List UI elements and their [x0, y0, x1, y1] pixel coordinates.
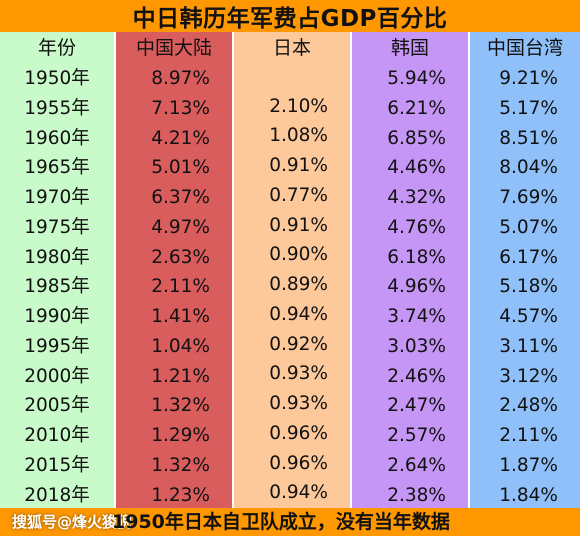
value-cell: 1.04% [151, 335, 210, 357]
value-cell: 5.17% [499, 97, 558, 119]
value-cell: 7.69% [499, 187, 558, 208]
value-cell: 8.97% [151, 68, 210, 89]
year-cell: 1980年 [24, 246, 90, 268]
value-cell: 4.97% [151, 216, 210, 238]
value-cell: 5.07% [499, 216, 558, 238]
year-cell: 1985年 [24, 276, 90, 298]
value-cell: 0.93% [269, 393, 328, 414]
value-cell: 0.96% [269, 452, 328, 474]
value-cell: 9.21% [499, 68, 558, 89]
value-cell: 4.32% [387, 187, 446, 208]
value-cell: 0.90% [269, 244, 328, 266]
value-cell: 6.21% [387, 97, 446, 119]
watermark: 搜狐号@烽火狻猊 [12, 513, 133, 531]
year-cell: 1970年 [24, 187, 90, 208]
year-header: 年份 [37, 37, 76, 59]
value-cell: 0.94% [269, 482, 328, 504]
value-cell: 1.23% [151, 484, 210, 506]
value-cell: 6.17% [499, 246, 558, 268]
value-cell: 0.93% [269, 363, 328, 385]
value-cell: 2.48% [499, 395, 558, 417]
footer-bar: 搜狐号@烽火狻猊 1950年日本自卫队成立，没有当年数据 [0, 508, 580, 536]
value-cell: 8.51% [499, 127, 558, 149]
value-cell: 1.08% [269, 125, 328, 147]
value-cell: 2.10% [269, 95, 328, 117]
year-cell: 1960年 [24, 127, 90, 149]
year-cell: 1995年 [24, 335, 90, 357]
value-cell: 0.89% [269, 274, 328, 295]
value-cell: 3.11% [499, 335, 558, 357]
value-cell: 1.32% [151, 454, 210, 476]
value-cell: 6.37% [151, 187, 210, 208]
value-cell: 0.94% [269, 303, 328, 325]
chart-title: 中日韩历年军费占GDP百分比 [0, 0, 580, 32]
value-cell: 0.92% [269, 333, 328, 355]
value-cell: 5.18% [499, 276, 558, 298]
value-cell: 2.38% [387, 484, 446, 506]
value-cell [234, 64, 350, 92]
year-cell: 2005年 [24, 395, 90, 417]
value-cell: 3.03% [387, 335, 446, 357]
value-cell: 2.63% [151, 246, 210, 268]
value-cell: 1.29% [151, 425, 210, 446]
value-cell: 2.57% [387, 425, 446, 446]
value-cell: 4.46% [387, 157, 446, 179]
value-cell: 1.21% [151, 365, 210, 387]
value-cell: 4.21% [151, 127, 210, 149]
value-cell: 1.84% [499, 484, 558, 506]
value-cell: 0.91% [269, 155, 328, 176]
value-cell: 6.18% [387, 246, 446, 268]
value-cell: 2.64% [387, 454, 446, 476]
year-cell: 2015年 [24, 454, 90, 476]
value-cell: 4.57% [499, 306, 558, 327]
value-cell: 0.91% [269, 214, 328, 236]
series-column: 韩国 5.94% 6.21% 6.85% 4.46% 4.32% 4.76% 6.18% 4.9… [352, 32, 470, 508]
value-cell: 3.74% [387, 306, 446, 327]
series-header: 韩国 [390, 37, 429, 59]
year-column: 年份 1950年 1955年 1960年 1965年 1970年 1975年 1980年 198… [0, 32, 116, 508]
series-column: 日本 2.10% 1.08% 0.91% 0.77% 0.91% 0.90% 0.89% 0.9… [234, 32, 352, 508]
value-cell: 4.76% [387, 216, 446, 238]
value-cell: 1.32% [151, 395, 210, 417]
value-cell: 7.13% [151, 97, 210, 119]
value-cell: 2.47% [387, 395, 446, 417]
year-cell: 2010年 [24, 425, 90, 446]
value-cell: 1.87% [499, 454, 558, 476]
series-header: 中国大陆 [135, 37, 212, 59]
series-column: 中国大陆 8.97% 7.13% 4.21% 5.01% 6.37% 4.97% 2.63% 2… [116, 32, 234, 508]
series-header: 中国台湾 [486, 37, 563, 59]
value-cell: 5.01% [151, 157, 210, 179]
value-cell: 0.96% [269, 422, 328, 444]
footer-note: 1950年日本自卫队成立，没有当年数据 [112, 511, 450, 533]
value-cell: 1.41% [151, 306, 210, 327]
value-cell: 2.46% [387, 365, 446, 387]
year-cell: 1950年 [24, 68, 90, 89]
series-header: 日本 [272, 37, 311, 59]
value-cell: 8.04% [499, 157, 558, 179]
series-column: 中国台湾 9.21% 5.17% 8.51% 8.04% 7.69% 5.07% 6.17% 5… [470, 32, 580, 508]
year-cell: 2000年 [24, 365, 90, 387]
value-cell: 5.94% [387, 68, 446, 89]
value-cell: 3.12% [499, 365, 558, 387]
value-cell: 4.96% [387, 276, 446, 298]
value-cell: 2.11% [151, 276, 210, 298]
year-cell: 1965年 [24, 157, 90, 179]
value-cell: 6.85% [387, 127, 446, 149]
year-cell: 1975年 [24, 216, 90, 238]
value-cell: 2.11% [499, 425, 558, 446]
year-cell: 1955年 [24, 97, 90, 119]
year-cell: 1990年 [24, 306, 90, 327]
year-cell: 2018年 [24, 484, 90, 506]
data-table: 年份 1950年 1955年 1960年 1965年 1970年 1975年 1980年 198… [0, 32, 580, 508]
value-cell: 0.77% [269, 184, 328, 206]
